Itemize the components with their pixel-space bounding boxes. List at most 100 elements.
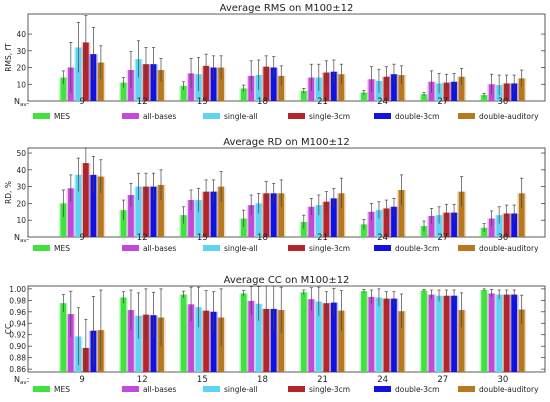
bar-MES: [300, 292, 307, 372]
chart-panel-3: Average CC on M100±12 0.86 0.88 0.90 0.92 0.9…: [4, 275, 546, 394]
bar-single-3cm: [143, 314, 149, 372]
legend-swatch-double-auditory: [458, 113, 475, 119]
bar-double-3cm: [150, 186, 157, 237]
bar-double-3cm: [270, 67, 277, 101]
legend-label: single-3cm: [309, 244, 350, 253]
bar-all-bases: [368, 296, 375, 372]
bar-single-all: [436, 215, 442, 237]
bar-double-auditory: [338, 193, 345, 237]
bar-MES: [300, 90, 307, 101]
bar-double-auditory: [458, 310, 465, 372]
category-label: 9: [79, 375, 84, 385]
category-label: 24: [377, 375, 388, 385]
legend-swatch-MES: [33, 245, 50, 251]
legend-label: MES: [54, 385, 70, 394]
bar-all-bases: [248, 205, 255, 237]
plot-frame: [27, 285, 546, 373]
bar-MES: [180, 85, 187, 101]
bar-all-bases: [128, 195, 134, 237]
bar-double-auditory: [98, 176, 104, 237]
bar-MES: [60, 203, 67, 237]
bar-double-3cm: [511, 213, 518, 237]
bar-MES: [481, 227, 487, 237]
legend-label: single-3cm: [309, 385, 350, 394]
bar-double-auditory: [98, 62, 104, 101]
legend-swatch-all-bases: [122, 386, 139, 392]
category-label: 9: [79, 233, 84, 243]
bar-single-3cm: [83, 42, 89, 101]
bar-single-3cm: [143, 64, 149, 101]
bar-MES: [180, 294, 187, 372]
category-label: 12: [137, 375, 148, 385]
category-label: 30: [498, 97, 509, 107]
bar-MES: [361, 224, 367, 237]
plot-frame: [27, 147, 546, 238]
n-label-sub: av: [20, 380, 27, 386]
n-label-colon: :: [27, 97, 30, 106]
bar-all-bases: [308, 299, 315, 372]
bar-double-3cm: [210, 67, 217, 101]
bar-all-bases: [128, 310, 134, 372]
bar-single-all: [496, 215, 503, 237]
legend-swatch-single-3cm: [288, 386, 305, 392]
bar-double-3cm: [391, 298, 397, 372]
bar-single-3cm: [443, 82, 450, 101]
n-label-main: N: [14, 97, 20, 106]
y-axis-label: RD, %: [4, 181, 13, 204]
y-tick-label: 20: [16, 199, 26, 208]
bar-double-3cm: [270, 193, 277, 237]
bar-single-3cm: [443, 295, 450, 372]
bar-double-3cm: [391, 74, 397, 101]
bar-double-3cm: [451, 81, 457, 101]
legend-label: double-3cm: [395, 385, 439, 394]
bar-double-3cm: [330, 71, 337, 101]
category-label: 9: [79, 97, 84, 107]
bar-all-bases: [488, 218, 495, 237]
bar-double-auditory: [218, 186, 224, 237]
n-label-main: N: [14, 375, 20, 384]
legend-label: double-auditory: [479, 112, 539, 121]
bar-MES: [240, 218, 247, 237]
legend-label: double-3cm: [395, 112, 439, 121]
bar-double-auditory: [398, 189, 405, 237]
bar-MES: [60, 303, 67, 372]
bar-single-all: [195, 307, 202, 372]
y-tick-label: 0.90: [9, 342, 26, 351]
legend-swatch-all-bases: [122, 113, 139, 119]
bar-double-3cm: [391, 206, 397, 237]
bar-MES: [240, 293, 247, 372]
bar-all-bases: [248, 300, 255, 372]
bar-single-all: [376, 297, 382, 372]
bar-double-auditory: [398, 75, 405, 101]
n-label-sub: av: [20, 238, 27, 244]
bar-single-all: [255, 203, 262, 237]
y-tick-label: 50: [16, 149, 26, 158]
legend-label: all-bases: [143, 244, 176, 253]
legend-swatch-MES: [33, 386, 50, 392]
bar-all-bases: [67, 188, 74, 237]
bar-double-auditory: [338, 310, 345, 372]
bar-MES: [481, 95, 487, 101]
category-label: 27: [437, 375, 448, 385]
y-tick-label: 10: [16, 80, 26, 89]
bar-MES: [120, 82, 127, 101]
legend-swatch-double-3cm: [374, 245, 391, 251]
category-label: 12: [137, 233, 148, 243]
bar-single-3cm: [263, 308, 270, 372]
bar-double-3cm: [511, 294, 518, 372]
category-label: 15: [197, 97, 208, 107]
bar-double-3cm: [330, 302, 337, 372]
bar-single-3cm: [503, 83, 510, 101]
bar-double-3cm: [150, 315, 157, 372]
category-label: 21: [317, 375, 328, 385]
bar-double-auditory: [518, 309, 525, 372]
bar-single-all: [135, 315, 142, 372]
legend-swatch-double-auditory: [458, 245, 475, 251]
legend-label: single-all: [224, 112, 258, 121]
bar-MES: [300, 221, 307, 237]
bar-single-3cm: [323, 303, 330, 372]
bar-single-all: [436, 295, 442, 372]
legend-swatch-all-bases: [122, 245, 139, 251]
legend-swatch-single-3cm: [288, 113, 305, 119]
